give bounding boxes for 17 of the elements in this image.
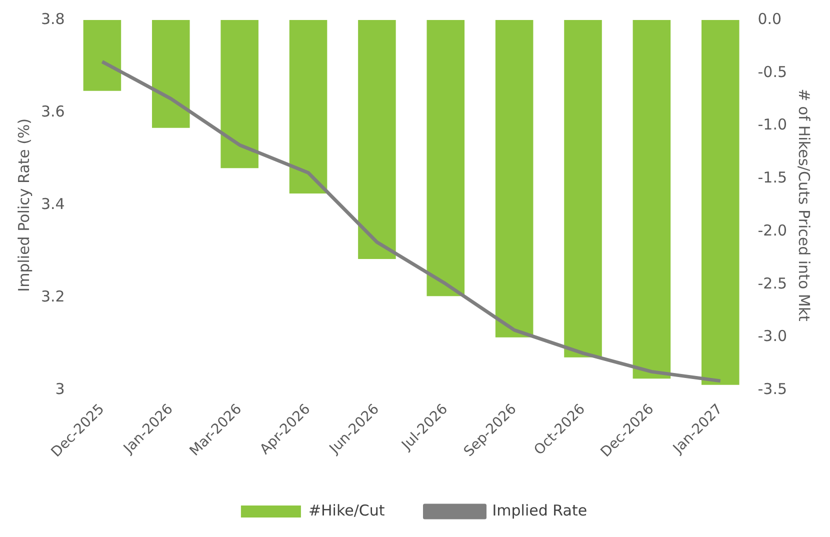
y2-tick-label: -1.0 <box>758 116 788 134</box>
y2-tick-label: -2.5 <box>758 274 788 292</box>
y2-tick-label: -3.5 <box>758 380 788 398</box>
legend-label: #Hike/Cut <box>308 501 385 520</box>
y-tick-label: 3.4 <box>40 194 65 213</box>
y2-tick-label: -1.5 <box>758 168 788 187</box>
legend-label: Implied Rate <box>492 501 588 520</box>
y-tick-label: 3.2 <box>40 288 65 306</box>
y2-tick-label: 0.0 <box>758 10 782 28</box>
y-tick-label: 3.6 <box>40 102 65 120</box>
y-tick-label: 3.8 <box>40 10 65 28</box>
y-axis-title: Implied Policy Rate (%) <box>14 118 33 292</box>
y2-tick-label: -3.0 <box>758 327 788 346</box>
y2-tick-label: -2.0 <box>758 221 788 240</box>
y-tick-label: 3 <box>55 380 65 398</box>
y2-axis-title: # of Hikes/Cuts Priced into Mkt <box>795 88 814 322</box>
y2-tick-label: -0.5 <box>758 62 788 81</box>
